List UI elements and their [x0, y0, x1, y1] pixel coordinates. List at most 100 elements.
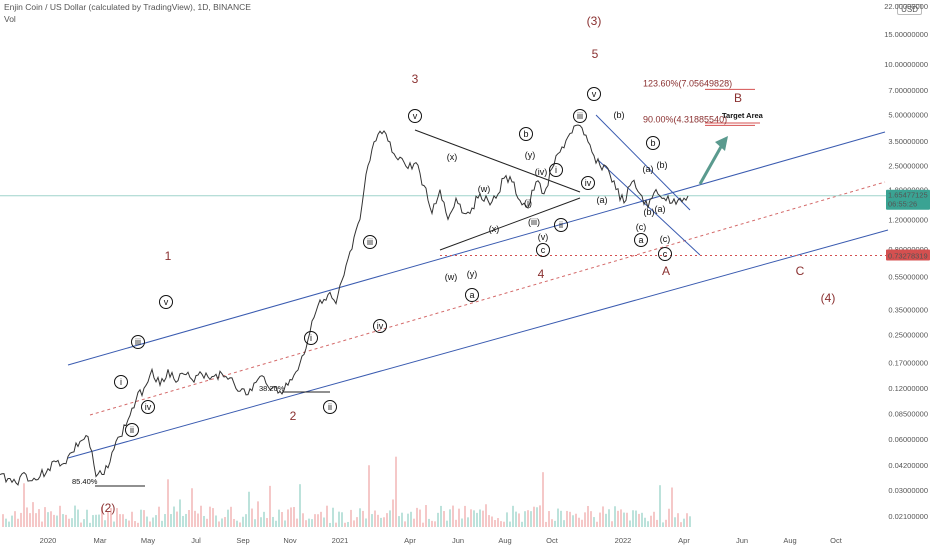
volume-bar: [74, 505, 76, 527]
paren-wave-label: (y): [467, 269, 478, 279]
circled-wave-marker: [131, 335, 145, 349]
triangle-lower-line: [439, 197, 581, 251]
volume-bar: [455, 519, 457, 527]
channel-lower-line: [67, 229, 889, 459]
major-wave-label: (2): [101, 501, 116, 515]
major-wave-label: 2: [290, 409, 297, 423]
price-tick-label: 15.00000000: [884, 30, 928, 39]
volume-bar: [482, 510, 484, 527]
support-level-value: 0.73278319: [888, 251, 928, 260]
volume-bar: [626, 512, 628, 527]
volume-bar: [212, 508, 214, 527]
circled-wave-marker: [114, 375, 128, 389]
volume-bar: [344, 522, 346, 527]
volume-bar: [632, 510, 634, 527]
volume-bar: [677, 513, 679, 527]
volume-bar: [425, 505, 427, 527]
volume-bar: [443, 511, 445, 527]
time-tick-label: Apr: [404, 536, 416, 545]
volume-bar: [647, 521, 649, 527]
volume-bar: [125, 518, 127, 527]
volume-bar: [470, 509, 472, 527]
major-wave-label: 3: [412, 72, 419, 86]
volume-bar: [35, 513, 37, 527]
volume-bar: [38, 509, 40, 527]
major-wave-label: (3): [587, 14, 602, 28]
volume-bar: [656, 519, 658, 527]
volume-bar: [446, 520, 448, 527]
volume-bar: [305, 520, 307, 527]
volume-bar: [146, 516, 148, 527]
last-price-box: [886, 189, 930, 210]
volume-bar: [674, 517, 676, 527]
volume-bar: [650, 515, 652, 527]
time-tick-label: Apr: [678, 536, 690, 545]
price-axis[interactable]: 22.00000000 15.00000000 10.00000000 7.00000…: [884, 2, 930, 521]
price-series-line: [0, 124, 689, 486]
time-tick-label: 2022: [615, 536, 632, 545]
price-tick-label: 0.12000000: [888, 384, 928, 393]
volume-bar: [254, 519, 256, 527]
volume-bar: [356, 517, 358, 527]
volume-bar: [548, 511, 550, 527]
volume-bar: [662, 522, 664, 527]
volume-bar: [659, 485, 661, 527]
volume-bar: [206, 518, 208, 527]
support-level-box: [886, 249, 930, 261]
volume-bar: [401, 512, 403, 527]
volume-bar: [629, 520, 631, 527]
volume-bar: [293, 507, 295, 527]
volume-bar: [104, 520, 106, 527]
volume-bar: [257, 501, 259, 527]
volume-bar: [2, 514, 4, 527]
volume-bar: [506, 512, 508, 527]
volume-bar: [116, 508, 118, 527]
volume-bar: [587, 505, 589, 527]
volume-bar: [188, 510, 190, 527]
volume-bar: [176, 511, 178, 527]
volume-bar: [140, 509, 142, 527]
volume-bar: [113, 521, 115, 527]
volume-bar: [308, 518, 310, 527]
volume-bar: [98, 514, 100, 527]
volume-bar: [578, 517, 580, 527]
volume-bar: [590, 511, 592, 527]
volume-bar: [284, 520, 286, 527]
volume-bar: [551, 519, 553, 527]
volume-bar: [86, 509, 88, 527]
volume-bar: [110, 508, 112, 527]
down-channel-lower: [597, 159, 701, 256]
price-tick-label: 0.35000000: [888, 306, 928, 315]
paren-wave-label: (i): [524, 198, 532, 208]
volume-bar: [464, 505, 466, 527]
volume-bar: [68, 518, 70, 527]
volume-bar: [458, 508, 460, 527]
volume-bar: [209, 506, 211, 527]
paren-wave-label: (a): [643, 164, 654, 174]
volume-bar: [422, 522, 424, 527]
fib-38-label: 38.20%: [259, 384, 285, 393]
circled-wave-label: v: [413, 111, 418, 121]
time-tick-label: Jun: [736, 536, 748, 545]
volume-bar: [50, 511, 52, 527]
circled-wave-marker: [587, 87, 601, 101]
volume-bar: [56, 515, 58, 527]
volume-bar: [467, 517, 469, 527]
volume-bar: [620, 509, 622, 527]
volume-bar: [233, 518, 235, 527]
volume-bar: [329, 522, 331, 527]
price-tick-label: 0.03000000: [888, 486, 928, 495]
volume-bar: [26, 507, 28, 527]
volume-bar: [653, 511, 655, 527]
currency-badge[interactable]: USD: [897, 4, 922, 15]
price-tick-label: 0.02100000: [888, 512, 928, 521]
paren-wave-label: (c): [660, 234, 671, 244]
paren-wave-label: (w): [445, 272, 458, 282]
volume-bar: [500, 521, 502, 527]
circled-wave-marker: [373, 319, 387, 333]
circled-wave-label: ii: [130, 425, 134, 435]
fib-level-label: 123.60%(7.05649828): [643, 78, 732, 88]
volume-bar: [41, 521, 43, 527]
time-axis[interactable]: 2020 Mar May Jul Sep Nov 2021 Apr Jun Aug Oct 2022 A…: [40, 536, 843, 545]
